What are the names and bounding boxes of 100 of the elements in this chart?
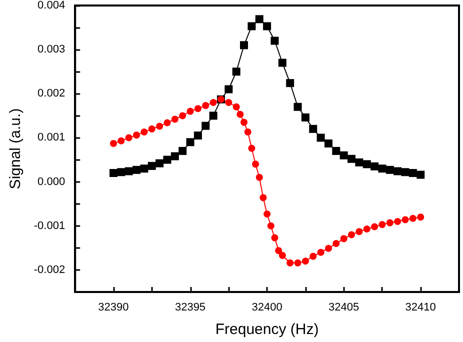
point [263,22,272,30]
point [275,247,282,254]
point [302,258,309,265]
point [401,168,410,176]
point [148,162,156,170]
x-tick-label: 32390 [98,302,129,314]
point [194,132,202,140]
point [244,128,252,136]
point [256,174,263,181]
point [210,98,217,106]
point [378,164,386,173]
point [140,164,148,173]
y-axis-title: Signal (a.u.) [7,108,24,190]
point [209,112,218,120]
point [170,152,179,160]
point [260,194,267,202]
point [132,166,141,174]
point [294,102,302,111]
point [179,112,186,120]
point [408,168,417,177]
point [363,225,370,232]
point [202,122,210,130]
point [110,140,117,147]
point [232,68,240,76]
point [310,252,317,260]
point [255,15,264,24]
point [252,160,260,168]
point [356,228,363,236]
point [340,235,348,242]
point [109,168,118,177]
point [271,234,278,242]
y-tick-label: 0.000 [38,176,66,188]
point [140,128,148,136]
point [317,248,324,256]
y-tick-label: -0.001 [34,220,66,232]
point [164,119,171,126]
point [236,110,244,118]
point [125,134,132,142]
point [232,103,240,110]
point [117,168,126,176]
point [225,98,232,106]
point [267,222,274,230]
point [332,146,340,155]
x-axis-title: Frequency (Hz) [215,321,319,338]
point [355,158,364,166]
x-tick-label: 32405 [328,302,360,314]
y-tick-label: 0.002 [38,88,66,100]
y-tick-label: 0.004 [38,0,66,12]
point [156,159,164,168]
point [264,210,271,218]
point [240,41,248,50]
point [340,151,348,160]
point [224,85,233,94]
point [194,105,202,112]
point [362,160,371,168]
point [370,162,379,170]
y-tick-label: -0.002 [34,264,66,276]
point [124,167,133,176]
point [386,219,394,226]
y-tick-label: 0.003 [38,44,66,56]
point [402,216,409,224]
point [133,132,140,139]
point [371,223,378,230]
point [294,259,302,266]
point [348,231,356,238]
point [278,58,286,67]
point [348,154,356,163]
point [324,139,332,148]
point [417,214,424,221]
point [270,36,279,45]
point [156,122,164,130]
point [178,146,187,155]
point [316,134,325,142]
point [409,214,416,222]
point [148,125,156,132]
x-tick-label: 32410 [405,302,436,314]
point [186,138,194,146]
point [416,170,425,179]
point [332,240,340,248]
point [278,252,286,259]
point [286,79,294,88]
x-tick-label: 32400 [252,302,282,314]
x-tick-label: 32395 [174,302,206,314]
point [324,244,332,252]
point [248,144,256,152]
point [378,221,386,228]
point [171,116,178,123]
point [163,156,172,164]
point [309,124,318,133]
point [301,113,310,122]
point [394,218,402,225]
point [286,259,294,266]
y-tick-label: 0.001 [38,132,66,144]
point [186,108,194,115]
point [118,137,125,144]
point [248,22,256,30]
point [202,102,210,110]
point [386,166,394,174]
point [240,118,248,126]
point [394,167,402,176]
